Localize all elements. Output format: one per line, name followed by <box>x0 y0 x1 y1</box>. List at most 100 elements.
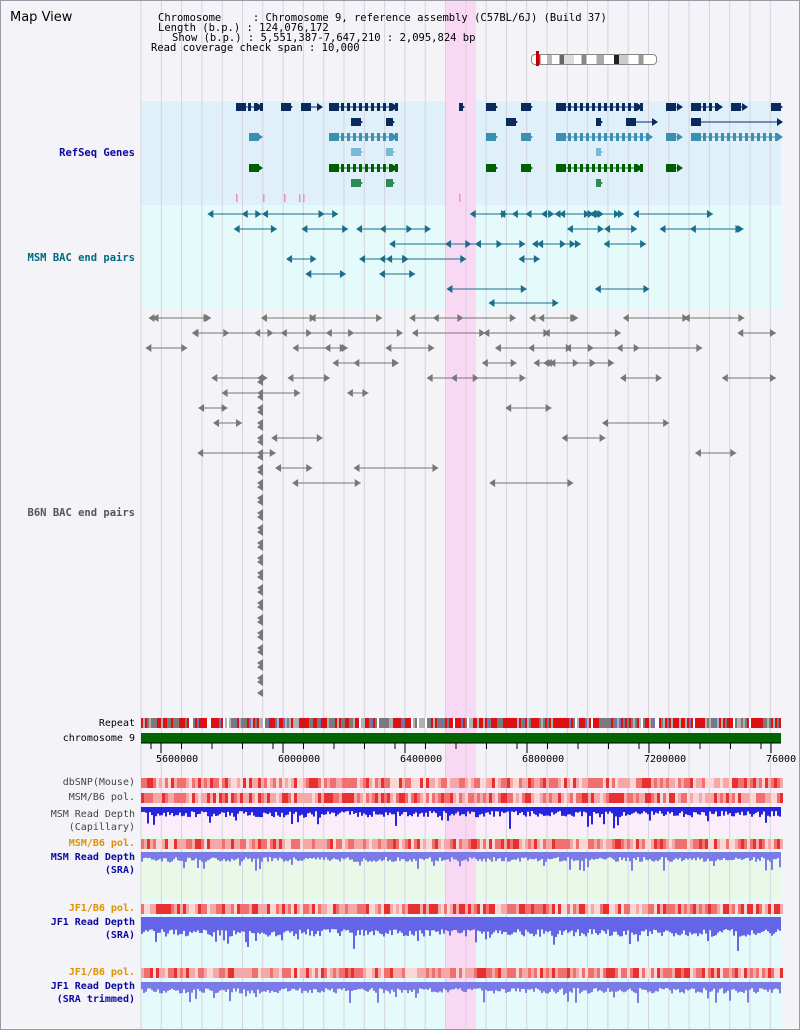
dbsnp-density-cell <box>195 778 198 788</box>
polymorphism-density-cell <box>723 839 726 849</box>
polymorphism-density-cell <box>753 968 756 978</box>
read-depth-bar <box>377 917 379 932</box>
feature-arrow <box>496 240 503 248</box>
polymorphism-density-cell <box>726 968 729 978</box>
read-depth-bar <box>253 852 255 859</box>
read-depth-bar <box>499 982 501 992</box>
read-depth-bar <box>179 852 181 861</box>
track-label-dbsnp[interactable]: dbSNP(Mouse) <box>62 777 135 788</box>
polymorphism-density-cell <box>609 839 612 849</box>
track-label-jf1-pol[interactable]: JF1/B6 pol. <box>68 903 135 914</box>
chromosome-bar <box>141 733 781 743</box>
track-label-msm-pol-capillary[interactable]: MSM/B6 pol. <box>68 792 135 803</box>
polymorphism-density-cell <box>606 968 609 978</box>
polymorphism-density-cell <box>264 839 267 849</box>
read-depth-bar <box>353 917 355 949</box>
repeat-segment <box>519 718 521 728</box>
read-depth-bar <box>543 917 545 934</box>
feature-arrow <box>292 479 299 487</box>
repeat-segment <box>283 718 285 728</box>
repeat-segment <box>531 718 533 728</box>
read-depth-bar <box>215 852 217 859</box>
polymorphism-density-cell <box>147 839 150 849</box>
track-label-jf1-depth-trimmed[interactable]: JF1 Read Depth <box>50 981 135 992</box>
polymorphism-density-cell <box>714 904 717 914</box>
read-depth-bar <box>687 982 689 991</box>
read-depth-bar <box>741 807 743 812</box>
read-depth-bar <box>151 917 153 930</box>
gene-exon <box>389 103 392 111</box>
read-depth-bar <box>227 852 229 861</box>
read-depth-bar <box>509 982 511 992</box>
read-depth-bar <box>419 807 421 814</box>
read-depth-bar <box>249 852 251 859</box>
polymorphism-density-cell <box>651 968 654 978</box>
track-label-msm-depth-capillary[interactable]: MSM Read Depth <box>50 809 135 820</box>
polymorphism-density-cell <box>201 904 204 914</box>
refseq-marker <box>236 194 238 202</box>
repeat-segment <box>467 718 469 728</box>
read-depth-bar <box>557 982 559 993</box>
track-label-b6n-bac[interactable]: B6N BAC end pairs <box>27 507 135 519</box>
polymorphism-density-cell <box>639 793 642 803</box>
repeat-segment <box>601 718 603 728</box>
polymorphism-density-cell <box>387 839 390 849</box>
polymorphism-density-cell <box>270 839 273 849</box>
read-depth-bar <box>383 852 385 860</box>
read-depth-bar <box>361 807 363 816</box>
read-depth-bar <box>407 852 409 862</box>
polymorphism-density-cell <box>159 793 162 803</box>
polymorphism-density-cell <box>291 968 294 978</box>
read-depth-bar <box>765 852 767 871</box>
repeat-segment <box>175 718 177 728</box>
read-depth-bar <box>209 982 211 991</box>
read-depth-bar <box>347 852 349 858</box>
read-depth-bar <box>179 982 181 994</box>
polymorphism-density-cell <box>741 968 744 978</box>
track-label-jf1-pol-trimmed[interactable]: JF1/B6 pol. <box>68 967 135 978</box>
polymorphism-density-cell <box>333 968 336 978</box>
read-depth-bar <box>569 982 571 992</box>
polymorphism-density-cell <box>576 968 579 978</box>
read-depth-bar <box>595 852 597 859</box>
polymorphism-density-cell <box>567 968 570 978</box>
polymorphism-density-cell <box>498 839 501 849</box>
polymorphism-density-cell <box>303 793 306 803</box>
polymorphism-density-cell <box>276 839 279 849</box>
read-depth-bar <box>431 917 433 931</box>
track-label-msm-bac[interactable]: MSM BAC end pairs <box>27 252 135 264</box>
polymorphism-density-cell <box>360 839 363 849</box>
gene-exon <box>580 133 583 141</box>
polymorphism-density-cell <box>438 968 441 978</box>
track-label-msm-pol-sra[interactable]: MSM/B6 pol. <box>68 838 135 849</box>
dbsnp-density-cell <box>246 778 249 788</box>
polymorphism-density-cell <box>288 904 291 914</box>
read-depth-bar <box>585 852 587 859</box>
track-label-msm-depth-sra[interactable]: MSM Read Depth <box>50 852 135 863</box>
polymorphism-density-cell <box>762 904 765 914</box>
read-depth-bar <box>361 917 363 930</box>
read-depth-bar <box>223 852 225 860</box>
read-depth-bar <box>603 982 605 993</box>
polymorphism-density-cell <box>381 839 384 849</box>
read-depth-bar <box>171 807 173 813</box>
track-label-jf1-depth[interactable]: JF1 Read Depth <box>50 917 135 928</box>
read-depth-bar <box>545 982 547 994</box>
polymorphism-density-cell <box>540 839 543 849</box>
track-label-refseq[interactable]: RefSeq Genes <box>59 147 135 159</box>
read-depth-bar <box>199 917 201 933</box>
polymorphism-density-cell <box>510 904 513 914</box>
polymorphism-density-cell <box>261 839 264 849</box>
dbsnp-density-cell <box>630 778 633 788</box>
polymorphism-density-cell <box>660 839 663 849</box>
polymorphism-density-cell <box>264 904 267 914</box>
read-depth-bar <box>539 807 541 814</box>
read-depth-bar <box>723 917 725 931</box>
read-depth-bar <box>157 807 159 814</box>
read-depth-bar <box>201 982 203 993</box>
read-depth-bar <box>609 807 611 812</box>
polymorphism-density-cell <box>588 968 591 978</box>
polymorphism-density-cell <box>594 839 597 849</box>
polymorphism-density-cell <box>150 793 153 803</box>
chromosome-ideogram[interactable] <box>531 54 657 65</box>
